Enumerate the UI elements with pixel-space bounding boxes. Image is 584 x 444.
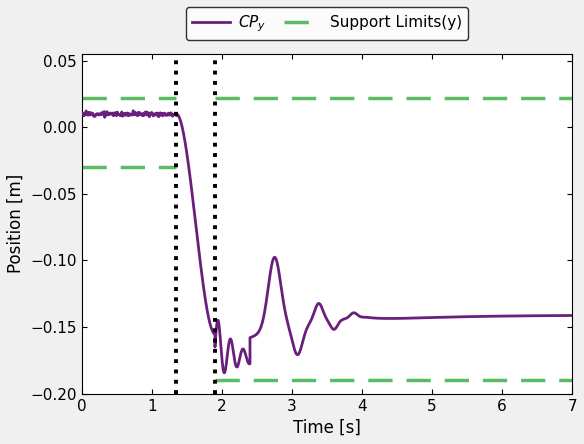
Legend: $CP_y$, Support Limits(y): $CP_y$, Support Limits(y)	[186, 7, 468, 40]
Y-axis label: Position [m]: Position [m]	[7, 174, 25, 274]
X-axis label: Time [s]: Time [s]	[293, 419, 361, 437]
